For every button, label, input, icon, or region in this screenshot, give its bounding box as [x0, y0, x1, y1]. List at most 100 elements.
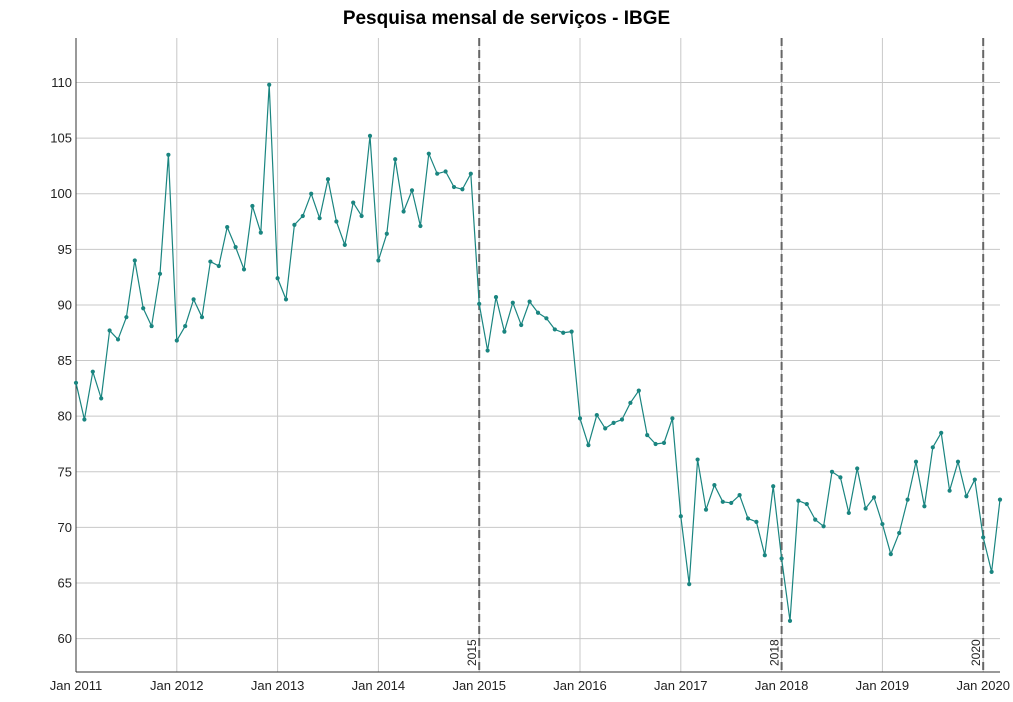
data-point [544, 316, 549, 321]
data-point [636, 388, 641, 393]
data-series [73, 82, 1003, 623]
y-tick-label: 90 [58, 297, 72, 312]
data-point [779, 556, 784, 561]
data-point [208, 259, 213, 264]
data-point [997, 497, 1003, 502]
data-point [367, 133, 373, 138]
data-point [334, 219, 339, 224]
data-point [73, 380, 79, 385]
data-point [653, 441, 658, 447]
data-point [678, 514, 683, 519]
data-point [695, 457, 700, 462]
data-point [426, 151, 431, 156]
data-point [166, 152, 171, 157]
data-point [309, 191, 314, 196]
data-point [493, 295, 499, 300]
data-point [527, 299, 532, 304]
data-point [796, 498, 801, 503]
x-tick-label: Jan 2018 [755, 678, 809, 693]
tick-labels: 60 65 70 75 80 85 90 95 100 105 110 Jan 2011 Jan 201… [50, 75, 1010, 693]
data-point [552, 327, 557, 332]
data-point [586, 442, 591, 448]
data-point [729, 500, 734, 506]
data-point [972, 477, 977, 482]
data-point [720, 499, 725, 504]
data-point [99, 396, 104, 401]
data-point [233, 245, 238, 250]
data-point [645, 432, 650, 438]
marker-label: 2020 [969, 639, 983, 666]
data-point [964, 494, 969, 499]
data-point [82, 417, 87, 422]
data-point [519, 322, 524, 328]
x-tick-label: Jan 2013 [251, 678, 305, 693]
data-point [838, 475, 843, 480]
y-tick-label: 75 [58, 464, 72, 479]
y-tick-label: 95 [58, 242, 72, 257]
data-point [401, 209, 406, 214]
data-point [661, 440, 667, 445]
data-point [981, 535, 986, 540]
data-point [947, 488, 952, 493]
data-point [561, 330, 566, 335]
data-point [754, 519, 759, 524]
data-point [384, 231, 389, 236]
data-point [149, 323, 154, 329]
chart-title: Pesquisa mensal de serviços - IBGE [342, 8, 671, 29]
x-tick-label: Jan 2016 [553, 678, 607, 693]
data-point [745, 516, 751, 521]
data-point [712, 483, 717, 488]
data-point [460, 187, 465, 192]
data-point [124, 315, 129, 320]
data-point [342, 242, 347, 247]
data-point [267, 82, 272, 87]
data-point [451, 184, 457, 190]
data-point [913, 459, 919, 464]
data-point [292, 222, 297, 227]
data-point [325, 177, 331, 182]
y-tick-label: 85 [58, 353, 72, 368]
marker-label: 2015 [465, 639, 479, 666]
data-point [922, 504, 927, 509]
data-point [905, 497, 910, 502]
data-point [888, 551, 893, 557]
data-point [477, 301, 482, 306]
data-point [435, 171, 440, 176]
data-point [393, 157, 398, 162]
y-tick-label: 110 [51, 75, 72, 90]
series-line [75, 84, 1001, 622]
data-point [687, 582, 692, 587]
data-point [199, 315, 205, 320]
x-tick-label: Jan 2019 [856, 678, 910, 693]
data-point [670, 416, 675, 421]
data-point [132, 258, 137, 263]
data-point [619, 417, 625, 422]
data-point [594, 412, 599, 418]
data-point [897, 530, 902, 536]
data-point [351, 200, 356, 205]
y-tick-label: 105 [50, 131, 72, 146]
vertical-markers: 2015 2018 2020 [465, 38, 985, 672]
data-point [418, 223, 423, 229]
data-point [376, 258, 381, 263]
data-point [258, 230, 263, 235]
data-point [300, 213, 305, 219]
data-point [141, 306, 146, 311]
data-point [157, 271, 163, 276]
data-point [813, 517, 818, 522]
data-point [871, 495, 877, 500]
data-point [283, 297, 289, 302]
data-point [703, 507, 709, 512]
data-point [611, 420, 616, 425]
x-tick-label: Jan 2015 [452, 678, 506, 693]
axes [75, 38, 1000, 673]
data-point [955, 459, 961, 464]
data-point [359, 213, 364, 219]
data-point [174, 338, 179, 343]
data-point [880, 521, 885, 527]
data-point [443, 169, 448, 174]
data-point [569, 329, 574, 334]
data-point [191, 297, 196, 302]
y-tick-label: 65 [58, 576, 72, 591]
data-point [510, 300, 515, 305]
